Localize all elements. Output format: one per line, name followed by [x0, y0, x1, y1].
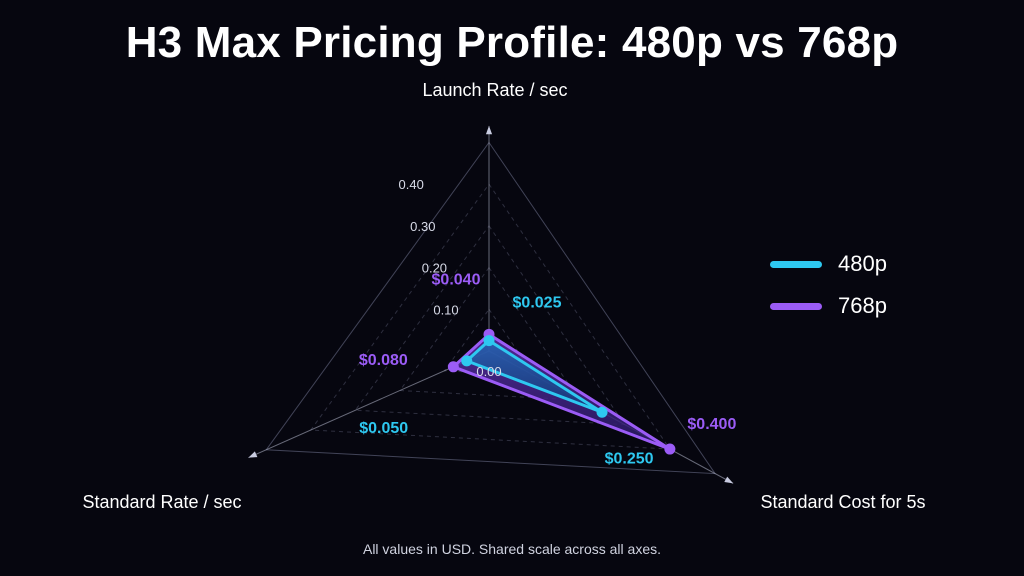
legend-swatch-768p	[770, 302, 822, 310]
radar-series	[447, 328, 676, 455]
legend: 480p 768p	[770, 243, 887, 327]
tick-label: 0.30	[410, 219, 435, 234]
legend-item-480p[interactable]: 480p	[770, 243, 887, 285]
radar-grid	[248, 125, 734, 484]
value-label-768p: $0.040	[432, 271, 481, 288]
legend-label-480p: 480p	[838, 251, 887, 276]
tick-label: 0.00	[476, 364, 501, 379]
legend-label-768p: 768p	[838, 293, 887, 318]
grid-ring	[354, 225, 626, 426]
grid-ring	[398, 266, 581, 401]
axis-label: Standard Cost for 5s	[760, 492, 925, 512]
value-label-768p: $0.400	[687, 416, 736, 433]
tick-label: 0.40	[399, 177, 424, 192]
tick-label: 0.10	[433, 302, 458, 317]
axis-arrow	[248, 451, 258, 458]
axis-label: Launch Rate / sec	[422, 80, 567, 100]
footnote: All values in USD. Shared scale across a…	[362, 541, 662, 557]
grid-ring	[265, 141, 717, 475]
radar-labels: 0.00 0.10 0.20 0.30 0.40 Launch Rate / sec Sta…	[82, 80, 925, 512]
chart-title: H3 Max Pricing Profile: 480p vs 768p	[125, 18, 899, 67]
value-label-768p: $0.080	[359, 352, 408, 369]
data-point-480p	[461, 355, 473, 367]
legend-swatch-480p	[770, 260, 822, 268]
axis-label: Standard Rate / sec	[82, 492, 241, 512]
data-point-480p	[483, 335, 495, 347]
legend-item-768p[interactable]: 768p	[770, 285, 887, 327]
value-label-480p: $0.250	[605, 450, 654, 467]
data-point-768p	[664, 443, 676, 455]
data-point-768p	[447, 361, 459, 373]
value-label-480p: $0.050	[359, 420, 408, 437]
data-point-480p	[596, 406, 608, 418]
value-label-480p: $0.025	[513, 295, 562, 312]
series-area-480p	[465, 339, 604, 414]
axis-arrow	[485, 125, 493, 135]
axis-arrow	[724, 476, 734, 484]
grid-ring	[443, 308, 536, 377]
grid-ring	[309, 183, 671, 450]
tick-label: 0.20	[422, 261, 447, 276]
